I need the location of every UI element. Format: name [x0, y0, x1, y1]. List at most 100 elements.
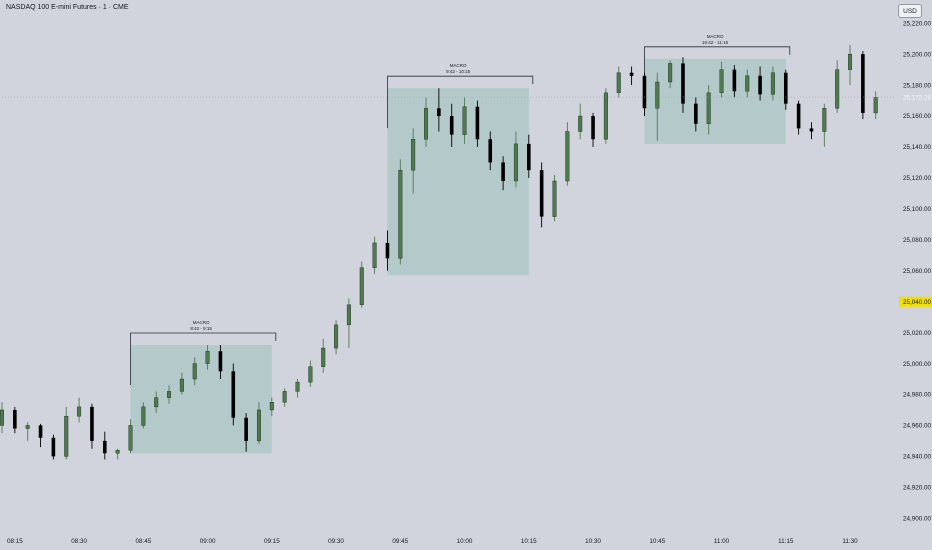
candle-body [783, 72, 788, 104]
y-tick-label: 25,140.00 [903, 144, 932, 151]
candle-body [603, 92, 608, 140]
candle-body [0, 409, 4, 426]
candle-body [437, 108, 441, 117]
y-tick-label: 25,100.00 [903, 206, 932, 213]
x-tick-label: 09:45 [392, 538, 408, 545]
y-tick-label: 24,920.00 [903, 485, 932, 492]
highlighted-price-label: 25,040.00 [903, 299, 932, 306]
candle-body [385, 242, 390, 259]
y-tick-label: 24,940.00 [903, 454, 932, 461]
candle-body [295, 381, 300, 392]
candle-body [282, 391, 287, 403]
candle-body [167, 391, 172, 398]
macro-bracket [130, 332, 277, 385]
candle-body [706, 92, 711, 124]
y-tick-label: 25,020.00 [903, 330, 932, 337]
y-tick-label: 25,160.00 [903, 113, 932, 120]
candle-body [809, 128, 814, 132]
candle-body [591, 116, 595, 140]
x-tick-label: 10:30 [585, 538, 601, 545]
y-tick-label: 25,060.00 [903, 268, 932, 275]
candle-body [527, 143, 531, 171]
candle-body [475, 106, 480, 140]
candle-body [694, 103, 698, 124]
candle-body [565, 131, 570, 182]
candle-body [873, 97, 878, 114]
candle-body [372, 242, 377, 268]
candle-body [668, 63, 673, 83]
candle-body [51, 437, 56, 457]
candle-body [269, 402, 274, 411]
candle-body [770, 72, 775, 95]
candle-body [796, 103, 801, 129]
macro-range-label: 9:42 - 10:15 [446, 69, 471, 74]
macro-box [130, 344, 272, 454]
candle-body [334, 324, 339, 349]
candle-body [128, 425, 133, 451]
candle-body [822, 108, 827, 132]
candle-body [398, 169, 403, 259]
y-tick-label: 25,000.00 [903, 361, 932, 368]
x-tick-label: 10:00 [457, 538, 473, 545]
candle-body [102, 440, 107, 454]
candle-body [681, 63, 685, 104]
y-tick-label: 24,980.00 [903, 392, 932, 399]
candle-body [642, 75, 647, 109]
y-tick-label: 25,200.00 [903, 51, 932, 58]
candle-body [90, 406, 94, 441]
candle-body [346, 304, 351, 326]
candle-body [732, 69, 737, 92]
candle-body [25, 425, 30, 429]
candle-body [13, 409, 17, 429]
last-price-label: 25,172.25 [903, 94, 932, 101]
x-tick-label: 10:45 [649, 538, 665, 545]
currency-button[interactable]: USD [898, 4, 922, 18]
x-tick-label: 10:15 [521, 538, 537, 545]
candle-body [513, 143, 518, 182]
macro-title: MACRO [707, 34, 724, 39]
candle-body [411, 139, 416, 171]
candle-body [758, 75, 762, 95]
candle-body [655, 81, 660, 109]
y-tick-label: 25,120.00 [903, 175, 932, 182]
macro-title: MACRO [450, 63, 467, 68]
candle-body [321, 347, 326, 367]
candle-body [745, 75, 750, 92]
macro-range-label: 10:42 - 11:15 [702, 40, 729, 45]
candle-body [179, 378, 184, 392]
candle-body [848, 53, 853, 70]
x-tick-label: 09:30 [328, 538, 344, 545]
x-tick-label: 08:45 [135, 538, 151, 545]
candle-body [205, 350, 210, 364]
x-tick-label: 09:15 [264, 538, 280, 545]
candle-body [616, 72, 621, 94]
x-tick-label: 11:00 [714, 538, 730, 545]
candle-body [359, 267, 364, 305]
y-tick-label: 25,220.00 [903, 20, 932, 27]
candle-body [77, 406, 82, 417]
candle-body [539, 170, 544, 217]
candle-body [719, 69, 724, 94]
y-tick-label: 24,960.00 [903, 423, 932, 430]
candle-body [488, 139, 493, 163]
candle-body [578, 115, 583, 132]
x-tick-label: 08:30 [71, 538, 87, 545]
candle-body [256, 409, 261, 442]
candle-body [629, 72, 634, 76]
candle-body [462, 106, 467, 135]
y-tick-label: 25,180.00 [903, 82, 932, 89]
macro-title: MACRO [193, 320, 210, 325]
candle-body [115, 449, 120, 454]
x-tick-label: 08:15 [7, 538, 23, 545]
candle-body [861, 54, 865, 113]
macro-range-label: 8:42 - 9:15 [190, 326, 212, 331]
candle-body [449, 116, 454, 135]
x-tick-label: 11:15 [778, 538, 794, 545]
candle-body [244, 417, 248, 441]
candle-body [835, 69, 840, 109]
candle-body [231, 371, 236, 418]
macro-box [644, 58, 786, 144]
x-tick-label: 09:00 [200, 538, 216, 545]
